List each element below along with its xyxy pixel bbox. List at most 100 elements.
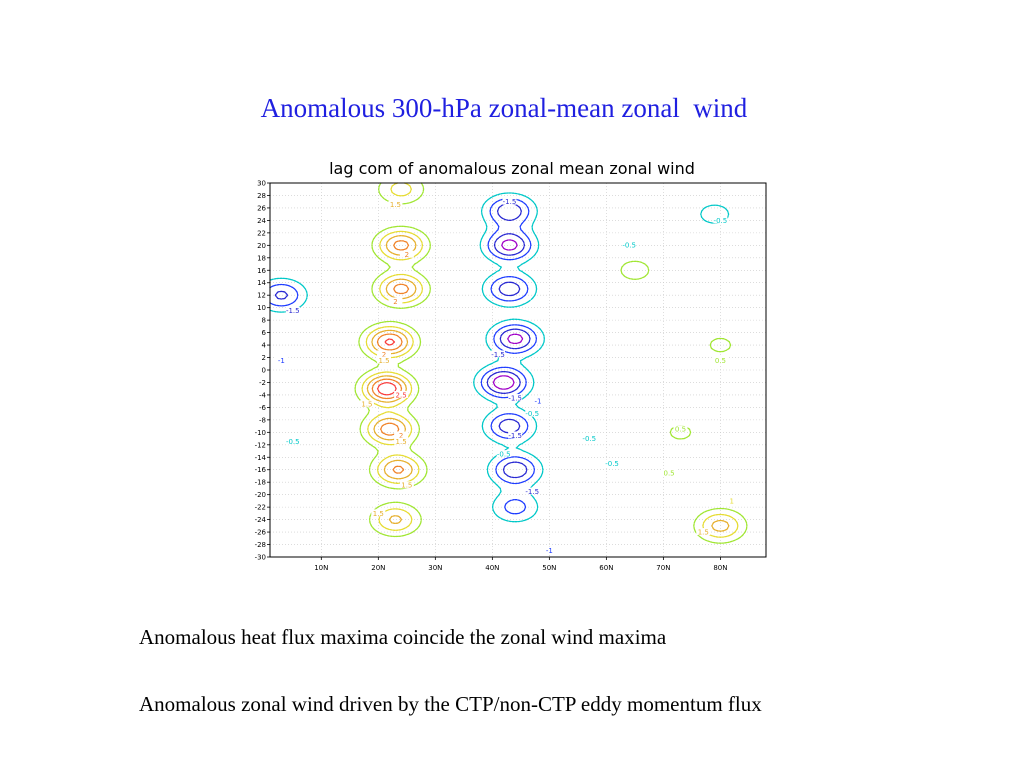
- contour-label-bg: [622, 241, 637, 249]
- contour-label-bg: [582, 434, 597, 442]
- y-tick-label: -18: [255, 479, 266, 487]
- contour-label-bg: [542, 546, 557, 554]
- contour-label-bg: [662, 468, 677, 476]
- x-tick-label: 80N: [713, 564, 727, 570]
- x-tick-label: 60N: [599, 564, 613, 570]
- contour-label: 2: [399, 432, 403, 440]
- y-tick-label: -8: [259, 416, 266, 424]
- y-tick-label: 28: [257, 192, 266, 200]
- contour-label: 1.5: [373, 510, 384, 518]
- contour-line-level-neg2: [492, 239, 524, 390]
- contour-label-bg: [399, 481, 414, 489]
- contour-label-bg: [525, 409, 540, 417]
- contour-line-level-1p5: [366, 235, 730, 532]
- contour-label: -0.5: [622, 242, 636, 250]
- contour-label-bg: [496, 450, 511, 458]
- y-tick-label: 16: [257, 267, 266, 275]
- y-tick-label: -10: [255, 429, 266, 437]
- contour-label-bg: [502, 197, 517, 205]
- contour-label: 1.5: [698, 528, 709, 536]
- x-tick-label: 20N: [371, 564, 385, 570]
- contour-line-level-1: [361, 182, 739, 538]
- contour-label-bg: [605, 459, 620, 467]
- contour-label: 1: [730, 497, 734, 505]
- contour-label: -1.5: [525, 488, 539, 496]
- y-tick-label: 30: [257, 180, 266, 188]
- contour-label: -0.5: [497, 451, 511, 459]
- contour-label: 2: [393, 298, 397, 306]
- contour-label: 1.5: [390, 201, 401, 209]
- y-tick-label: 0: [262, 367, 266, 375]
- contour-label: 2: [382, 351, 386, 359]
- y-tick-label: -6: [259, 404, 267, 412]
- y-tick-label: -4: [259, 391, 267, 399]
- contour-label: 0.5: [715, 357, 726, 365]
- contour-label-bg: [713, 356, 728, 364]
- contour-label: -0.5: [525, 410, 539, 418]
- contour-plot: lag com of anomalous zonal mean zonal wi…: [255, 159, 767, 572]
- y-axis: 302826242220181614121086420-2-4-6-8-10-1…: [255, 180, 270, 562]
- contour-label-bg: [388, 200, 403, 208]
- contour-line-level-0p5: [354, 182, 748, 544]
- contour-label-bg: [525, 487, 540, 495]
- contour-line-level-neg0p5: [269, 192, 730, 523]
- y-tick-label: -16: [255, 466, 267, 474]
- y-tick-label: 2: [262, 354, 266, 362]
- y-tick-label: -26: [255, 529, 267, 537]
- y-tick-label: -22: [255, 504, 266, 512]
- x-tick-label: 10N: [314, 564, 328, 570]
- contour-label: -1: [278, 357, 285, 365]
- contour-label: -0.5: [286, 438, 300, 446]
- y-tick-label: 20: [257, 242, 266, 250]
- y-tick-label: -2: [259, 379, 266, 387]
- contour-label-bg: [508, 431, 523, 439]
- y-tick-label: -14: [255, 454, 267, 462]
- contour-label-bg: [696, 528, 711, 536]
- y-tick-label: 22: [257, 229, 266, 237]
- contour-label-bg: [508, 394, 523, 402]
- contour-label: -1.5: [491, 351, 505, 359]
- x-tick-label: 30N: [428, 564, 442, 570]
- plot-frame: [269, 182, 767, 558]
- y-tick-label: 26: [257, 204, 266, 212]
- x-axis: 10N 20N 30N 40N 50N 60N 70N 80N: [314, 557, 727, 572]
- contour-label: 2.5: [396, 391, 407, 399]
- contour-label-bg: [377, 350, 392, 358]
- y-tick-label: 12: [257, 292, 266, 300]
- contour-label: -1.5: [286, 307, 300, 315]
- contour-label-bg: [394, 390, 409, 398]
- contour-label-bg: [530, 397, 545, 405]
- contour-label: -0.5: [714, 217, 728, 225]
- contour-label: -0.5: [605, 460, 619, 468]
- contour-label: 2: [405, 251, 409, 259]
- y-tick-label: -24: [255, 516, 267, 524]
- contour-label-bg: [274, 356, 289, 364]
- y-tick-label: 4: [262, 342, 267, 350]
- x-tick-label: 50N: [542, 564, 556, 570]
- contour-labels: 1.5 -1.5-0.5-0.52-1.52-1.521.5-1 0.52.51.5…: [274, 197, 739, 555]
- y-tick-label: 18: [257, 254, 266, 262]
- contour-label-bg: [673, 425, 688, 433]
- contour-label: -1: [534, 398, 541, 406]
- contour-label-bg: [491, 350, 506, 358]
- contour-label-bg: [285, 306, 300, 314]
- contour-label: -1: [546, 547, 553, 555]
- contour-label-bg: [394, 437, 409, 445]
- bullet-zonal-wind: Anomalous zonal wind driven by the CTP/n…: [139, 692, 762, 716]
- grid-lines: [270, 183, 766, 557]
- contour-label: 1.5: [361, 401, 372, 409]
- y-tick-label: -28: [255, 541, 266, 549]
- contour-label-bg: [399, 250, 414, 258]
- y-tick-label: -20: [255, 491, 266, 499]
- contour-label-bg: [359, 400, 374, 408]
- contour-label: 0.5: [664, 469, 675, 477]
- contour-label: -0.5: [582, 435, 596, 443]
- contour-label: -1.5: [503, 198, 517, 206]
- y-tick-label: -30: [255, 554, 266, 562]
- contour-label-bg: [394, 431, 409, 439]
- y-tick-label: 6: [262, 329, 267, 337]
- y-tick-label: 10: [257, 304, 266, 312]
- contour-label: -1.5: [508, 394, 522, 402]
- contour-figure: lag com of anomalous zonal mean zonal wi…: [246, 152, 776, 575]
- x-tick-label: 40N: [485, 564, 499, 570]
